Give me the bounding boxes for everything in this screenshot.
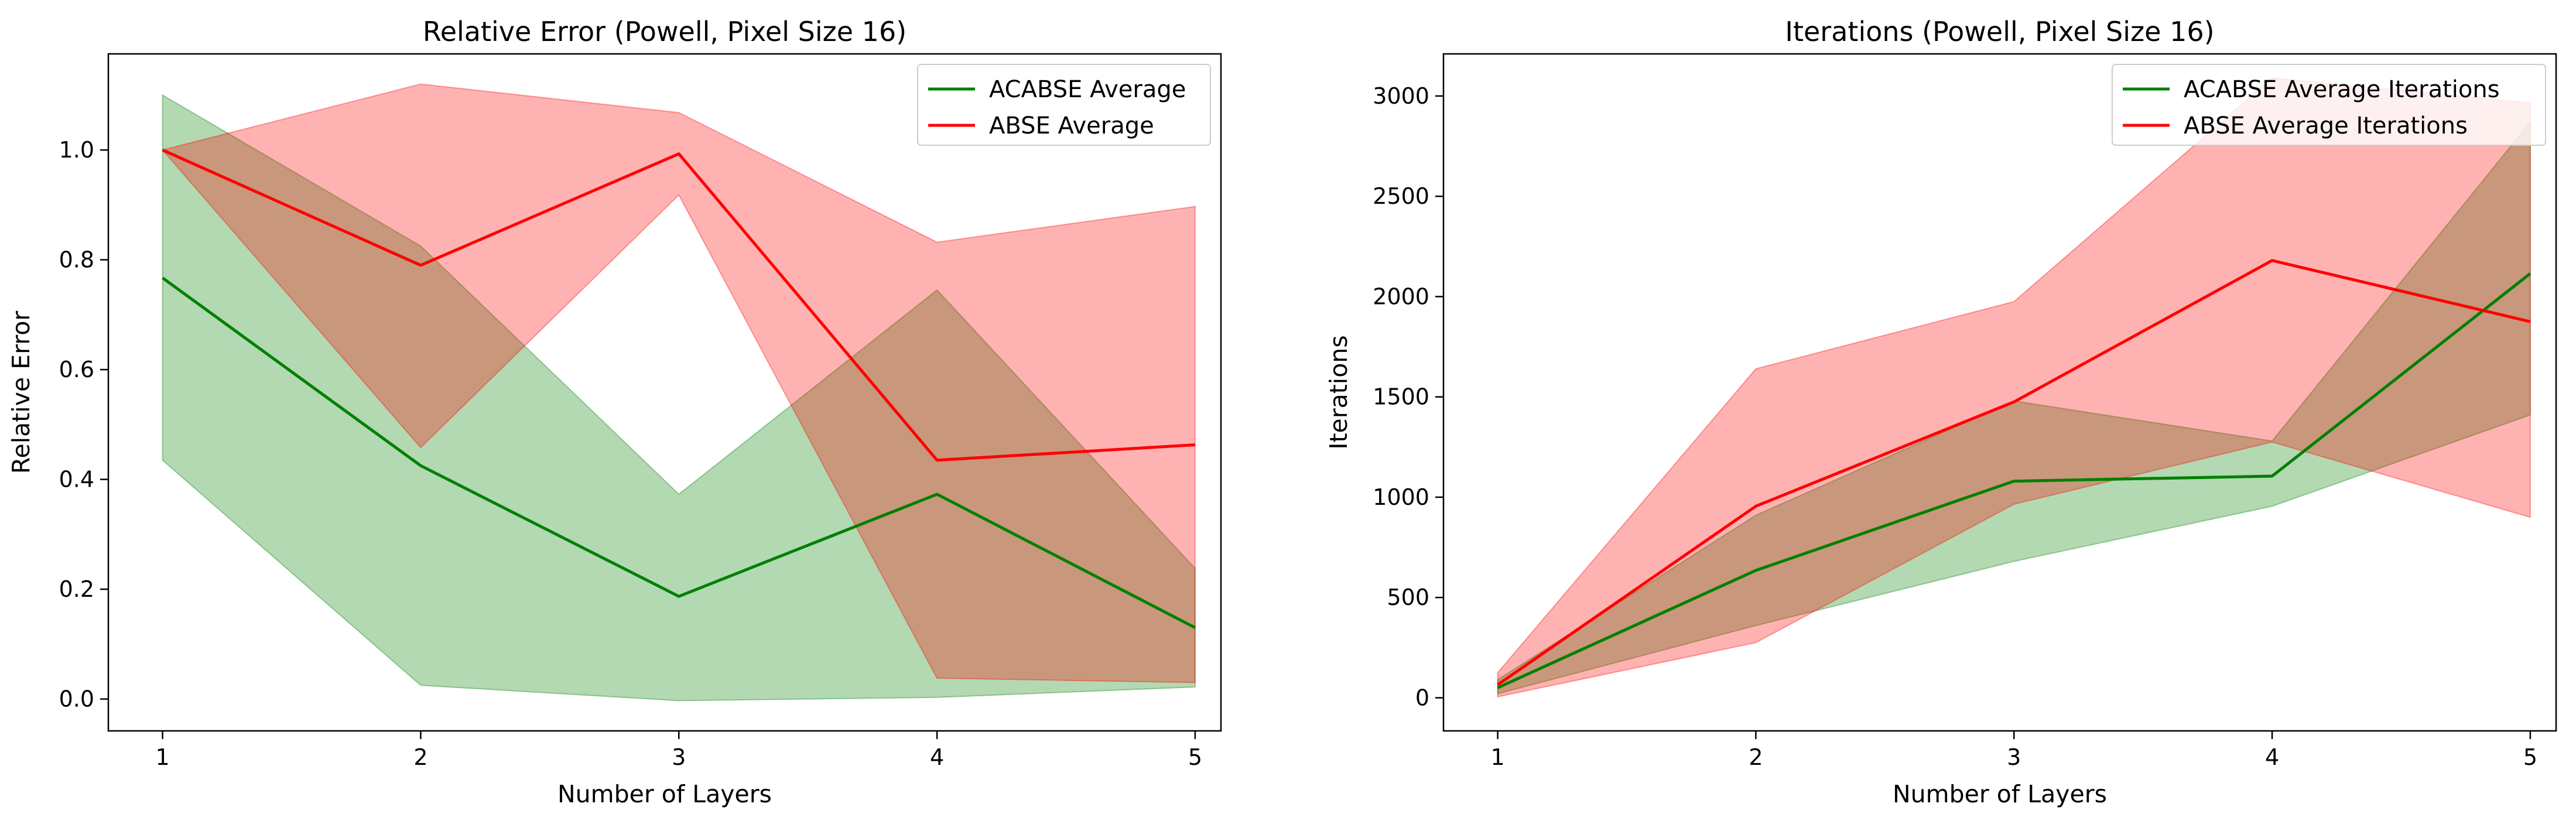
series-band-0: [162, 94, 1196, 702]
chart-title: Relative Error (Powell, Pixel Size 16): [423, 16, 906, 47]
x-axis-label: Number of Layers: [1893, 780, 2107, 808]
y-tick-label: 0: [1415, 685, 1429, 710]
y-axis-label: Iterations: [1325, 335, 1353, 449]
plot-area: [1497, 77, 2531, 698]
y-tick-label: 0.8: [59, 247, 94, 273]
axes-frame: [107, 53, 1222, 732]
y-tick-label: 500: [1387, 584, 1429, 610]
y-tick-label: 0.4: [59, 467, 94, 493]
x-tick-label: 1: [1490, 744, 1504, 770]
axes-frame: [1442, 53, 2557, 732]
x-tick-label: 3: [2007, 744, 2021, 770]
legend-label: ACABSE Average: [989, 76, 1186, 103]
series-line-0: [1497, 272, 2531, 689]
y-tick-label: 0.0: [59, 686, 94, 712]
legend: ACABSE Average Iterations ABSE Average It…: [2112, 64, 2546, 146]
y-tick-label: 2000: [1373, 283, 1429, 309]
y-axis-label: Relative Error: [7, 311, 35, 474]
y-tick-label: 0.6: [59, 357, 94, 382]
legend-label: ABSE Average Iterations: [2184, 112, 2468, 139]
legend-box: [2112, 64, 2546, 146]
y-tick-label: 1500: [1373, 384, 1429, 410]
series-band-1: [161, 83, 1196, 683]
legend: ACABSE Average ABSE Average: [917, 64, 1211, 146]
x-axis-label: Number of Layers: [557, 780, 772, 808]
y-tick-label: 1000: [1373, 484, 1429, 510]
y-tick-label: 1.0: [59, 137, 94, 163]
x-tick-label: 4: [2265, 744, 2279, 770]
x-tick-label: 2: [1749, 744, 1763, 770]
x-tick-label: 1: [155, 744, 169, 770]
x-tick-label: 5: [2523, 744, 2537, 770]
chart-title: Iterations (Powell, Pixel Size 16): [1785, 16, 2214, 47]
y-tick-label: 2500: [1373, 183, 1429, 209]
x-tick-label: 5: [1188, 744, 1202, 770]
x-tick-label: 2: [413, 744, 427, 770]
legend-box: [917, 64, 1211, 146]
y-tick-label: 0.2: [59, 576, 94, 602]
series-line-0: [162, 276, 1196, 629]
x-tick-label: 3: [672, 744, 686, 770]
plot-area: [161, 83, 1196, 702]
y-tick-label: 3000: [1373, 83, 1429, 109]
x-tick-label: 4: [930, 744, 944, 770]
relative-error-chart: Relative Error (Powell, Pixel Size 16) N…: [7, 16, 1222, 808]
series-band-1: [1497, 77, 2531, 698]
series-band-0: [1497, 120, 2531, 695]
legend-label: ACABSE Average Iterations: [2184, 76, 2500, 103]
legend-label: ABSE Average: [989, 112, 1154, 139]
series-line-1: [162, 148, 1196, 462]
iterations-chart: Iterations (Powell, Pixel Size 16) Numbe…: [1325, 16, 2557, 808]
series-line-1: [1497, 259, 2531, 686]
